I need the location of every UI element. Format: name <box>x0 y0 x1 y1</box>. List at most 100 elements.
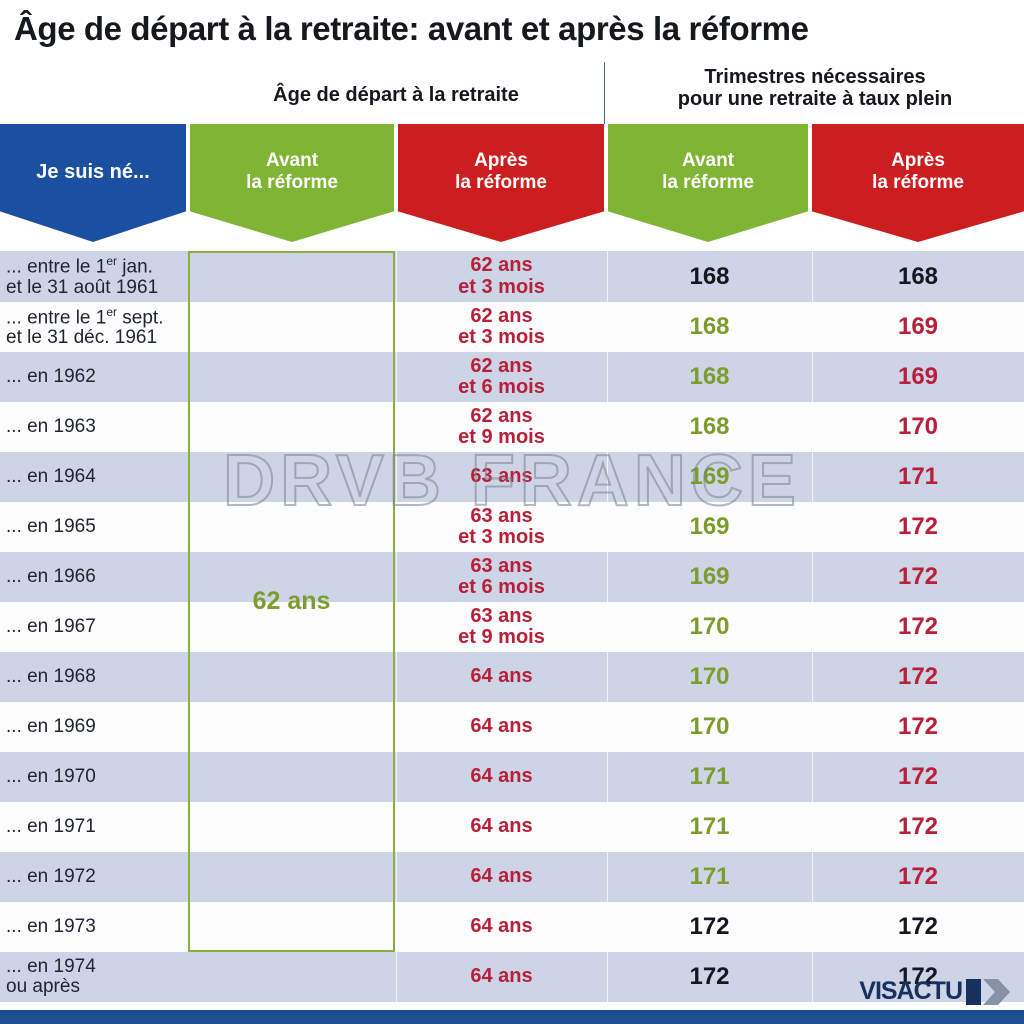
trimestres-after-value: 172 <box>897 763 939 791</box>
visactu-logo-text: VISACTU <box>859 977 963 1005</box>
birth-period-line2: et le 31 déc. 1961 <box>6 327 158 349</box>
birth-period-line1: ... en 1974 <box>6 955 96 977</box>
cell-trimestres-before-reform: 168 <box>607 302 812 352</box>
age-line1: 63 ans <box>470 465 533 488</box>
age-after-reform-value: 62 ans et 9 mois <box>458 405 545 448</box>
birth-period-text: ... en 1965 <box>6 516 96 537</box>
birth-period-line2: et le 31 août 1961 <box>6 276 159 298</box>
age-line2: et 3 mois <box>458 526 545 548</box>
ordinal-suffix: er <box>106 254 118 269</box>
cell-trimestres-after-reform: 172 <box>812 952 1024 1002</box>
cell-trimestres-before-reform: 169 <box>607 502 812 552</box>
age-after-reform-value: 64 ans <box>470 966 532 987</box>
age-line2: et 3 mois <box>458 275 545 298</box>
trimestres-after-value: 172 <box>897 663 939 691</box>
group-caption-age: Âge de départ à la retraite <box>273 84 519 106</box>
cell-birth-period: ... en 1970 <box>0 752 188 802</box>
cell-trimestres-after-reform: 172 <box>812 802 1024 852</box>
retirement-table: ... entre le 1er jan. et le 31 août 1961 6… <box>0 251 1024 1002</box>
birth-period-text: ... en 1967 <box>6 616 96 637</box>
cell-age-after-reform: 62 ans et 6 mois <box>396 352 607 402</box>
cell-birth-period: ... en 1968 <box>0 652 188 702</box>
birth-period-line1: ... en 1971 <box>6 815 96 837</box>
cell-age-before-reform <box>188 452 396 502</box>
header-line1: Avant <box>265 150 319 172</box>
trimestres-after-value: 169 <box>897 363 939 391</box>
table-row: ... en 1972 64 ans 171 172 <box>0 852 1024 902</box>
table-row: ... en 1969 64 ans 170 172 <box>0 702 1024 752</box>
cell-trimestres-before-reform: 168 <box>607 352 812 402</box>
group-caption-trimestres-line1: Trimestres nécessaires <box>704 66 926 88</box>
cell-age-before-reform <box>188 952 396 1002</box>
trimestres-before-value: 170 <box>689 663 730 691</box>
table-row: ... entre le 1er sept. et le 31 déc. 1961… <box>0 302 1024 352</box>
table-row: ... en 1967 63 ans et 9 mois 170 172 <box>0 602 1024 652</box>
cell-age-before-reform <box>188 352 396 402</box>
birth-period-line1: ... en 1966 <box>6 565 96 587</box>
age-line1: 64 ans <box>470 765 533 788</box>
trimestres-before-value: 168 <box>689 413 730 441</box>
birth-period-text: ... entre le 1er jan. et le 31 août 1961 <box>6 255 158 298</box>
trimestres-before-value: 168 <box>689 262 730 290</box>
cell-birth-period: ... en 1962 <box>0 352 188 402</box>
age-line1: 64 ans <box>470 865 533 888</box>
table-row: ... en 1965 63 ans et 3 mois 169 172 <box>0 502 1024 552</box>
trimestres-after-value: 172 <box>897 963 939 991</box>
birth-period-line1: ... en 1972 <box>6 865 96 887</box>
trimestres-before-value: 169 <box>689 513 730 541</box>
birth-period-line1: ... en 1963 <box>6 415 96 437</box>
trimestres-after-value: 172 <box>897 863 939 891</box>
age-after-reform-value: 62 ans et 3 mois <box>458 304 545 348</box>
birth-period-line1: ... en 1973 <box>6 915 96 937</box>
cell-age-after-reform: 64 ans <box>396 852 607 902</box>
cell-age-after-reform: 63 ans <box>396 452 607 502</box>
cell-age-after-reform: 62 ans et 9 mois <box>396 402 607 452</box>
age-line1: 62 ans <box>470 304 533 327</box>
cell-age-after-reform: 64 ans <box>396 652 607 702</box>
cell-trimestres-before-reform: 172 <box>607 902 812 952</box>
birth-period-line1: ... en 1970 <box>6 765 96 787</box>
column-header-trimestres-before: Avant la réforme <box>608 124 808 242</box>
trimestres-before-value: 170 <box>689 613 730 641</box>
cell-trimestres-before-reform: 168 <box>607 402 812 452</box>
header-line1: Après <box>891 150 945 172</box>
cell-age-before-reform <box>188 552 396 602</box>
cell-age-after-reform: 63 ans et 9 mois <box>396 602 607 652</box>
header-line2: la réforme <box>455 172 547 193</box>
age-line2: et 6 mois <box>458 576 545 598</box>
birth-period-text: ... en 1962 <box>6 366 96 387</box>
trimestres-after-value: 172 <box>897 713 939 741</box>
trimestres-before-value: 168 <box>689 313 730 341</box>
age-line1: 64 ans <box>470 965 533 988</box>
table-row: ... entre le 1er jan. et le 31 août 1961 6… <box>0 251 1024 302</box>
caption-divider <box>604 62 605 124</box>
age-after-reform-value: 64 ans <box>470 816 532 837</box>
age-line1: 64 ans <box>470 715 533 738</box>
age-line1: 63 ans <box>470 604 533 627</box>
cell-age-before-reform <box>188 402 396 452</box>
age-after-reform-value: 63 ans et 6 mois <box>458 555 545 598</box>
cell-trimestres-after-reform: 172 <box>812 602 1024 652</box>
cell-birth-period: ... en 1965 <box>0 502 188 552</box>
age-line2: et 6 mois <box>458 376 545 398</box>
page-title: Âge de départ à la retraite: avant et ap… <box>14 10 809 47</box>
age-line1: 63 ans <box>470 504 533 527</box>
cell-trimestres-before-reform: 168 <box>607 251 812 302</box>
cell-birth-period: ... en 1971 <box>0 802 188 852</box>
cell-birth-period: ... entre le 1er jan. et le 31 août 1961 <box>0 251 188 302</box>
birth-period-text: ... en 1971 <box>6 815 96 837</box>
group-caption-trimestres: Trimestres nécessaires pour une retraite… <box>612 66 1018 111</box>
age-after-reform-value: 64 ans <box>470 716 532 737</box>
birth-period-text: ... en 1968 <box>6 666 96 687</box>
age-line1: 64 ans <box>470 815 533 838</box>
ordinal-suffix: er <box>106 304 118 319</box>
birth-period-text: ... entre le 1er sept. et le 31 déc. 1961 <box>6 304 164 349</box>
cell-age-after-reform: 64 ans <box>396 752 607 802</box>
birth-period-line2: ou après <box>6 976 80 997</box>
age-line2: et 3 mois <box>458 326 545 348</box>
cell-age-before-reform <box>188 802 396 852</box>
column-header-birth-label: Je suis né... <box>36 160 150 183</box>
column-header-age-before-label: Avant la réforme <box>246 150 338 193</box>
table-row: ... en 1971 64 ans 171 172 <box>0 802 1024 852</box>
cell-age-before-reform <box>188 302 396 352</box>
